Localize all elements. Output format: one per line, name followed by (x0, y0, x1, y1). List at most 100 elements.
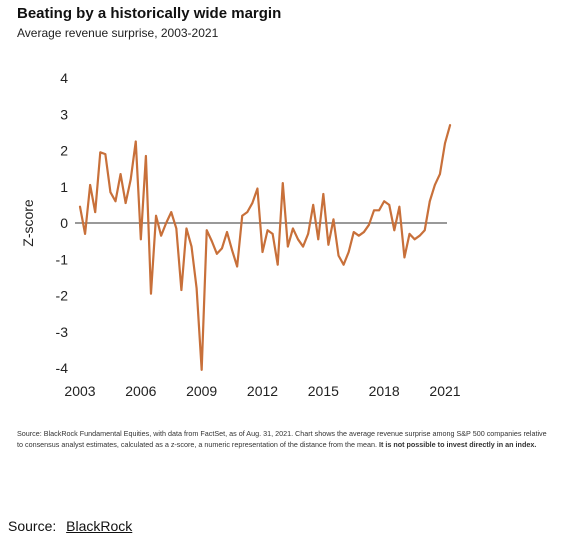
x-tick-label: 2015 (308, 383, 339, 399)
data-point (332, 218, 335, 221)
data-point (119, 173, 122, 175)
source-link[interactable]: BlackRock (66, 518, 133, 534)
data-point (408, 232, 411, 235)
data-point (362, 231, 365, 233)
data-point (261, 251, 264, 253)
data-point (256, 187, 259, 190)
data-point (84, 232, 86, 235)
data-point (292, 227, 294, 230)
y-axis: -4 -3 -2 -1 0 1 2 3 4 (56, 70, 69, 376)
data-point (221, 247, 223, 250)
data-point (160, 234, 163, 237)
data-point (231, 249, 233, 252)
data-point (357, 234, 360, 237)
y-tick-label: 1 (60, 179, 68, 195)
data-point (241, 214, 244, 217)
chart-subtitle: Average revenue surprise, 2003-2021 (17, 26, 219, 40)
data-point (195, 287, 198, 290)
data-point (180, 289, 183, 291)
data-point (302, 245, 304, 248)
data-point (307, 232, 310, 235)
data-point (89, 184, 92, 186)
data-point (423, 229, 426, 232)
data-point (155, 214, 157, 217)
data-point (383, 200, 386, 203)
data-point (347, 251, 350, 253)
data-point (134, 140, 137, 143)
data-point (145, 155, 147, 157)
data-point (114, 200, 117, 203)
data-point (175, 227, 178, 230)
data-point (368, 223, 370, 226)
data-point (185, 227, 188, 230)
data-point (444, 142, 446, 145)
data-point (393, 229, 396, 232)
data-point (378, 209, 380, 212)
source-line: Source: BlackRock (8, 518, 132, 534)
data-point (205, 229, 208, 232)
data-points (79, 124, 451, 371)
y-tick-label: 3 (60, 106, 68, 122)
data-point (124, 202, 127, 204)
y-tick-label: -2 (56, 288, 69, 304)
x-tick-label: 2009 (186, 383, 217, 399)
x-tick-label: 2006 (125, 383, 156, 399)
data-point (322, 193, 325, 195)
data-point (312, 203, 315, 206)
x-tick-label: 2021 (429, 383, 460, 399)
data-point (226, 231, 228, 233)
y-tick-label: -4 (56, 360, 69, 376)
data-point (266, 229, 269, 232)
y-tick-label: 0 (60, 215, 68, 231)
data-point (418, 234, 421, 237)
data-point (428, 200, 431, 203)
data-point (129, 178, 132, 181)
series-group (78, 124, 452, 371)
data-point (433, 184, 436, 186)
y-axis-label: Z-score (20, 199, 36, 247)
data-point (398, 205, 401, 208)
data-point (297, 238, 299, 241)
source-label: Source: (8, 518, 57, 534)
series-line (78, 124, 452, 371)
data-point (200, 368, 203, 371)
data-point (439, 173, 441, 175)
data-point (165, 222, 168, 224)
data-point (210, 240, 213, 243)
footnote-text: Source: BlackRock Fundamental Equities, … (17, 429, 547, 449)
data-point (276, 263, 279, 266)
data-point (342, 263, 345, 266)
data-point (286, 245, 289, 248)
footnote: Source: BlackRock Fundamental Equities, … (17, 428, 552, 450)
data-point (94, 211, 97, 214)
data-point (352, 231, 355, 233)
data-point (388, 203, 391, 206)
data-point (413, 238, 416, 241)
data-point (104, 153, 107, 156)
data-point (99, 151, 102, 154)
data-point (317, 238, 320, 241)
data-point (190, 245, 193, 248)
y-tick-label: 4 (60, 70, 68, 86)
data-point (170, 211, 173, 214)
x-tick-label: 2003 (64, 383, 95, 399)
y-tick-label: 2 (60, 143, 68, 159)
y-tick-label: -1 (56, 251, 69, 267)
data-point (271, 232, 274, 235)
data-point (109, 191, 112, 194)
data-point (246, 211, 249, 214)
data-point (373, 209, 375, 212)
x-axis: 2003 2006 2009 2012 2015 2018 2021 (64, 383, 460, 399)
data-point (150, 292, 152, 295)
x-tick-label: 2012 (247, 383, 278, 399)
data-point (281, 182, 284, 185)
data-point (139, 238, 142, 241)
chart-title: Beating by a historically wide margin (17, 5, 282, 22)
y-tick-label: -3 (56, 324, 69, 340)
data-point (327, 243, 330, 246)
data-point (449, 124, 451, 127)
data-point (236, 265, 239, 268)
data-point (337, 254, 340, 257)
data-point (79, 205, 81, 208)
